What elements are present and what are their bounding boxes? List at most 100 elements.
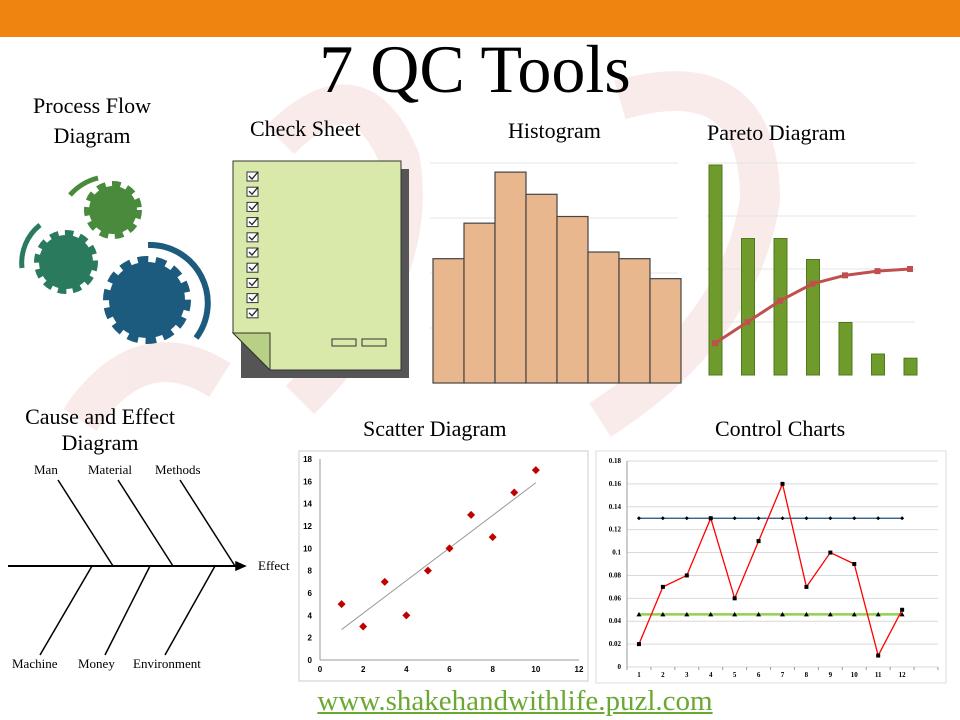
histogram-bar	[463, 222, 496, 384]
x-tick-label: 4	[404, 665, 409, 674]
scatter-point	[445, 544, 454, 553]
histogram-bar	[556, 215, 589, 384]
cause-environment: Environment	[133, 656, 201, 671]
pareto-bar	[806, 259, 820, 376]
checkmark-icon	[248, 277, 259, 287]
pareto-point	[744, 319, 751, 325]
x-tick-label: 6	[757, 671, 761, 679]
scatter-point	[510, 488, 519, 497]
histogram-chart	[430, 162, 682, 384]
ucl-point	[660, 516, 665, 521]
histogram-bar	[587, 251, 620, 384]
checkbox-icon	[246, 247, 259, 258]
histogram-bar	[618, 258, 651, 384]
lcl-point	[827, 611, 833, 617]
ucl-point	[684, 516, 689, 521]
histogram-bar	[525, 193, 558, 384]
y-tick-label: 10	[303, 544, 312, 553]
measurement-point	[900, 607, 905, 612]
checkbox-icon	[246, 277, 259, 288]
scatter-point	[402, 611, 411, 620]
x-tick-label: 10	[531, 665, 540, 674]
ucl-point	[900, 516, 905, 521]
lcl-point	[684, 611, 690, 617]
process-flow-gears-icon	[19, 175, 211, 344]
y-tick-label: 0	[618, 663, 622, 671]
histogram-bar	[494, 171, 527, 384]
checkbox-icon	[246, 171, 259, 182]
fishbone-diagram	[8, 479, 247, 656]
trendline	[341, 482, 537, 630]
x-tick-label: 0	[318, 665, 323, 674]
ucl-point	[804, 516, 809, 521]
measurement-point	[684, 573, 689, 578]
x-tick-label: 3	[685, 671, 689, 679]
pareto-bar	[708, 164, 723, 376]
x-tick-label: 12	[899, 671, 907, 679]
cause-effect-label: Cause and Effect Diagram	[25, 404, 175, 455]
fishbone-effect: Effect	[258, 558, 290, 573]
y-tick-label: 0.18	[609, 457, 622, 465]
scatter-chart: 0 2 4 6 8 10 12 14 16 18 0 2 4 6 8 10 12	[303, 455, 584, 674]
x-tick-label: 2	[661, 671, 665, 679]
top-bar	[0, 0, 960, 37]
y-tick-label: 16	[303, 477, 312, 486]
scatter-point	[337, 600, 346, 609]
x-tick-label: 8	[805, 671, 809, 679]
lcl-point	[899, 611, 905, 617]
x-tick-label: 5	[733, 671, 737, 679]
control-chart: 00.020.040.060.080.10.120.140.160.181 2 3 4…	[609, 457, 939, 679]
lcl-point	[708, 611, 714, 617]
ucl-point	[636, 516, 641, 521]
histogram-label: Histogram	[508, 118, 601, 143]
ucl-point	[732, 516, 737, 521]
pareto-bar	[741, 238, 755, 376]
pareto-chart	[706, 162, 918, 376]
control-frame	[595, 450, 947, 684]
x-tick-label: 1	[637, 671, 641, 679]
checkbox-icon	[246, 308, 259, 319]
lcl-point	[851, 611, 857, 617]
checkbox-icon	[246, 232, 259, 243]
ucl-point	[852, 516, 857, 521]
checkmark-icon	[248, 293, 259, 302]
cause-material: Material	[88, 462, 132, 477]
pareto-point	[809, 280, 816, 287]
x-tick-label: 10	[851, 671, 859, 679]
x-tick-label: 7	[781, 671, 785, 679]
ucl-point	[756, 516, 761, 521]
y-tick-label: 2	[308, 634, 313, 643]
ucl-point	[828, 516, 833, 521]
measurement-point	[804, 584, 809, 589]
check-sheet-label: Check Sheet	[250, 116, 361, 141]
y-tick-label: 0.12	[609, 526, 622, 534]
y-tick-label: 0.16	[609, 480, 622, 488]
y-tick-label: 8	[308, 567, 313, 576]
measurement-point	[852, 562, 857, 566]
scatter-point	[488, 533, 497, 542]
scatter-label: Scatter Diagram	[363, 416, 507, 441]
y-tick-label: 18	[303, 455, 312, 464]
scatter-point	[423, 566, 432, 575]
checkmark-icon	[248, 262, 259, 272]
checkbox-icon	[246, 217, 259, 228]
pareto-point	[842, 272, 848, 279]
scatter-point	[380, 577, 389, 586]
checkmark-icon	[248, 217, 259, 226]
pareto-bar	[871, 353, 885, 376]
checkmark-icon	[248, 201, 259, 211]
checkbox-icon	[246, 201, 259, 212]
lcl-point	[803, 611, 809, 617]
lcl-point	[732, 611, 738, 617]
website-link[interactable]: www.shakehandwithlife.puzl.com	[317, 685, 713, 717]
y-tick-label: 0.14	[609, 503, 622, 511]
cause-methods: Methods	[155, 462, 201, 477]
scatter-point	[531, 466, 540, 475]
scatter-frame	[298, 450, 589, 682]
lcl-point	[636, 611, 642, 617]
measurement-point	[780, 481, 785, 486]
histogram-bar	[649, 278, 682, 384]
lcl-point	[660, 611, 666, 617]
